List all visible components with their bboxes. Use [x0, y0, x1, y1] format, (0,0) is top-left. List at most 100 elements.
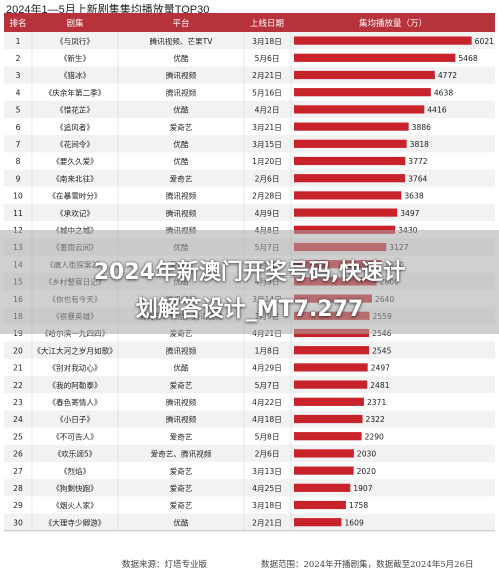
value-label: 3497: [400, 209, 419, 218]
title-cell: 《烟火人家》: [52, 500, 98, 510]
platform-cell: 爱奇艺: [170, 380, 193, 390]
bar: [294, 191, 402, 200]
date-cell: 3月18日: [252, 37, 282, 46]
bar: [294, 88, 431, 97]
value-label: 1758: [349, 501, 368, 510]
date-cell: 3月18日: [252, 501, 282, 510]
platform-cell: 爱奇艺、腾讯视频: [151, 449, 212, 459]
platform-cell: 优酷: [173, 105, 189, 115]
value-label: 2371: [367, 398, 386, 407]
title-cell: 《大江大河之岁月如歌》: [33, 345, 117, 355]
title-cell: 《花间令》: [56, 139, 94, 149]
table-row: [4, 479, 495, 497]
date-cell: 5月8日: [255, 432, 280, 441]
bar: [294, 500, 346, 510]
date-cell: 2月21日: [252, 518, 282, 527]
rank-cell: 11: [13, 209, 23, 218]
value-label: 2545: [372, 346, 391, 355]
title-cell: 《大理寺少卿游》: [45, 517, 106, 527]
table-row: [4, 410, 495, 428]
platform-cell: 腾讯视频: [166, 414, 197, 424]
platform-cell: 腾讯视频: [166, 191, 197, 201]
value-label: 3818: [410, 140, 429, 149]
rank-cell: 25: [13, 432, 23, 441]
bar: [294, 346, 370, 355]
header-4: 集均播放量（万）: [359, 18, 427, 29]
date-cell: 1月20日: [252, 157, 282, 166]
platform-cell: 腾讯视频: [166, 397, 197, 407]
title-cell: 《猎冰》: [60, 70, 90, 80]
table-row: [4, 376, 495, 394]
title-cell: 《庆余年第二季》: [45, 87, 106, 97]
table-header-bg: [4, 13, 495, 32]
bar: [294, 105, 425, 114]
rank-cell: 24: [13, 415, 23, 424]
bar: [294, 449, 354, 458]
title-cell: 《在暴雪时分》: [48, 191, 101, 201]
rank-cell: 30: [13, 518, 23, 527]
rank-cell: 10: [13, 192, 23, 201]
rank-cell: 4: [16, 88, 21, 97]
date-cell: 4月18日: [252, 415, 282, 424]
title-cell: 《别对我动心》: [48, 363, 101, 373]
title-cell: 《小日子》: [56, 414, 94, 424]
bar: [294, 156, 406, 166]
date-cell: 2月28日: [252, 192, 282, 201]
header-1: 剧集: [66, 18, 84, 29]
date-cell: 4月22日: [252, 398, 282, 407]
table-row: [4, 444, 495, 462]
value-label: 3764: [408, 174, 427, 183]
platform-cell: 腾讯视频: [166, 70, 197, 80]
rank-cell: 28: [13, 484, 23, 493]
rank-cell: 20: [13, 346, 23, 355]
title-cell: 《惜花芷》: [56, 105, 94, 115]
title-cell: 《春色寄情人》: [48, 397, 101, 407]
value-label: 2020: [357, 467, 376, 476]
rank-cell: 29: [13, 501, 23, 510]
date-cell: 2月6日: [255, 174, 280, 183]
table-row: [4, 83, 495, 101]
date-cell: 4月9日: [255, 209, 280, 218]
table-row: [4, 341, 495, 359]
rank-cell: 27: [13, 467, 23, 476]
title-cell: 《追风者》: [56, 122, 94, 132]
platform-cell: 优酷: [173, 156, 189, 166]
bar: [294, 483, 351, 492]
rank-cell: 7: [16, 140, 21, 149]
table-row: [4, 32, 495, 50]
platform-cell: 腾讯视频: [166, 345, 197, 355]
title-cell: 《要久久爱》: [52, 156, 98, 166]
platform-cell: 腾讯视频: [166, 87, 197, 97]
table-row: [4, 186, 495, 204]
value-label: 6021: [475, 37, 494, 46]
bar: [294, 53, 456, 62]
value-label: 2322: [366, 415, 385, 424]
bar: [294, 139, 407, 148]
bar: [294, 432, 362, 441]
date-cell: 4月29日: [252, 364, 282, 373]
bar: [294, 397, 364, 406]
date-cell: 2月6日: [255, 450, 280, 459]
table-row: [4, 118, 495, 136]
title-cell: 《承欢记》: [56, 208, 94, 218]
platform-cell: 优酷: [173, 517, 189, 527]
platform-cell: 优酷: [173, 53, 189, 63]
rank-cell: 8: [16, 157, 21, 166]
platform-cell: 爱奇艺: [170, 173, 193, 183]
title-cell: 《欢乐颂5》: [54, 449, 97, 459]
title-cell: 《不可告人》: [52, 431, 98, 441]
table-row: [4, 66, 495, 84]
table-row: [4, 358, 495, 376]
value-label: 2030: [357, 450, 376, 459]
table-row: [4, 152, 495, 170]
value-label: 5468: [458, 54, 477, 63]
overlay-band: [0, 230, 499, 334]
overlay-headline-line1: 2024年新澳门开奖号码,快速计: [93, 260, 406, 285]
title-cell: 《我的阿勒泰》: [48, 380, 101, 390]
footer-range: 数据范围：2024年开播剧集，数据截至2024年5月26日: [261, 560, 474, 570]
bar: [294, 36, 472, 45]
rank-cell: 23: [13, 398, 23, 407]
value-label: 3886: [412, 123, 431, 132]
rank-cell: 2: [16, 54, 21, 63]
rank-cell: 6: [16, 123, 21, 132]
